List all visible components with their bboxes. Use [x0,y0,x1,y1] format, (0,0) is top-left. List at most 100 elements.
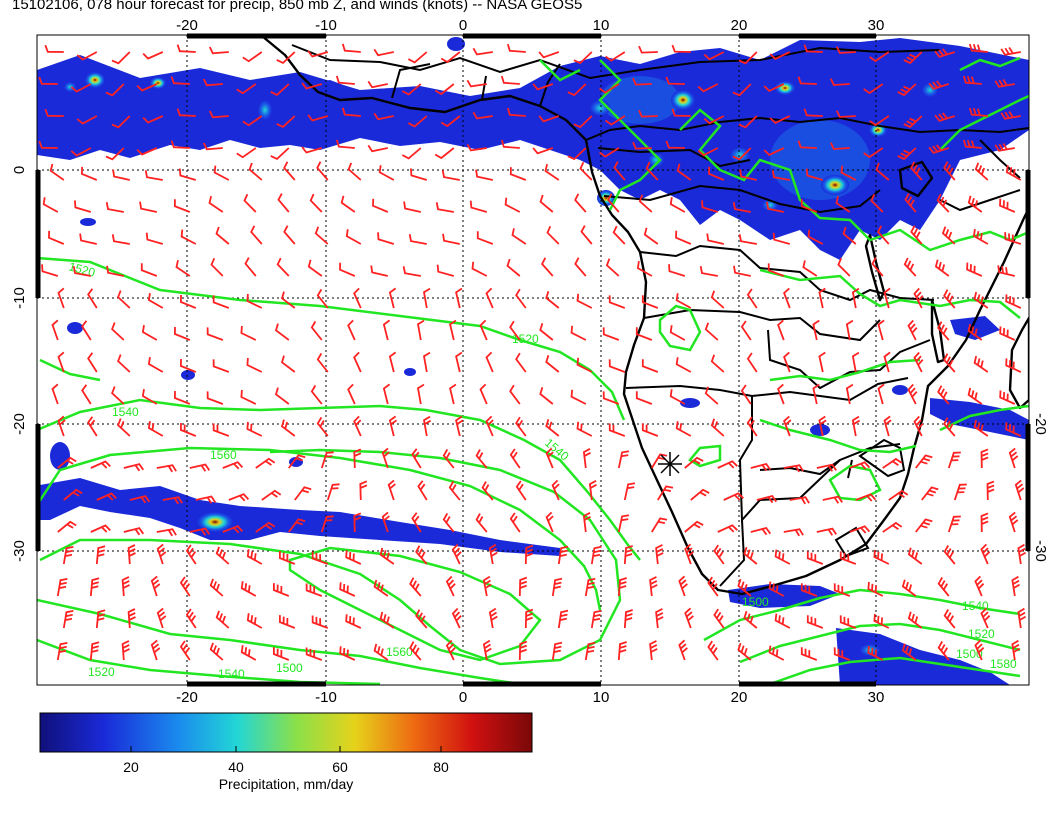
wind-barb [112,169,130,181]
wind-barb [717,524,738,533]
wind-barb [51,319,59,341]
wind-barb [44,44,64,53]
precip-eastafrica [950,316,1000,340]
wind-barb [382,383,391,405]
wind-barb [485,287,494,309]
precip-cell [150,77,166,89]
wind-barb [121,576,130,597]
lon-tick-label: 30 [868,689,885,706]
wind-barb [276,115,296,128]
wind-barb [636,260,653,277]
wind-barb [1004,232,1022,245]
wind-barb [943,289,956,309]
wind-barb [202,142,223,151]
wind-barb [377,232,395,245]
wind-barb [288,454,306,469]
wind-barb [941,226,956,245]
wind-barb [699,266,718,277]
precip-cell [922,83,938,97]
wind-barb [768,645,785,661]
wind-barb [783,528,804,537]
wind-barb [145,232,164,245]
wind-barb [649,576,658,597]
wind-barb [943,417,956,437]
wind-barb [913,351,924,373]
wind-barb [684,543,694,565]
wind-barb [816,527,837,536]
wind-barb [967,387,983,405]
wind-barb [973,291,989,309]
map-title: 15102106, 078 hour forecast for precip, … [12,0,583,13]
wind-barb [236,147,257,159]
lon-labels-top: -20 -10 0 10 20 30 [176,17,884,34]
wind-barb [95,545,106,565]
wind-barb [504,197,521,213]
wind-barb [934,48,956,58]
wind-barb [255,521,276,533]
precip-southeast [836,628,1010,685]
wind-barb [910,225,923,245]
wind-barb [582,448,591,469]
wind-barb [87,352,98,373]
contour-label: 1500 [742,595,769,609]
wind-barb [455,415,464,437]
wind-barb [1000,111,1021,120]
wind-barb [111,386,125,405]
wind-barb [215,610,230,629]
precip-blob [892,385,908,395]
wind-barb [697,83,719,93]
precip-cell [775,81,795,95]
wind-barb [638,109,658,118]
wind-barb [1008,511,1019,533]
wind-barb [877,383,885,405]
wind-barb [835,46,856,54]
wind-barb [451,543,462,565]
lon-tick-label: 20 [731,17,748,34]
wind-barb [1017,607,1027,629]
wind-barb [934,112,956,122]
wind-barb [818,287,826,309]
wind-barb [280,419,296,437]
wind-barb [388,415,398,437]
wind-barb [482,639,492,661]
wind-barb [746,352,758,373]
wind-barb [410,168,428,181]
wind-barb [605,115,626,126]
wind-barb [947,515,961,533]
wind-barb [170,140,190,149]
wind-barb [980,607,991,629]
lon-tick-label: 10 [593,17,610,34]
wind-barb [347,383,356,405]
wind-barb [608,295,626,309]
wind-barb [436,264,455,277]
wind-barb [208,46,229,55]
wind-barb [222,461,244,470]
wind-barb [797,140,817,149]
contour-label: 1520 [67,259,97,280]
wind-barb [423,287,431,309]
wind-barb [1014,479,1025,501]
wind-barb [968,107,988,117]
wind-barb [545,447,554,469]
coastlines [261,35,1029,596]
wind-barb [766,201,784,213]
wind-barb [74,200,92,213]
contour-label: 1520 [88,665,115,679]
wind-barb [347,162,362,181]
wind-barb [812,319,820,341]
wind-barb [42,197,59,213]
wind-barb [411,512,422,533]
wind-barb [835,110,856,118]
wind-barb [855,493,877,502]
wind-barb [645,161,659,181]
madagascar [1008,316,1029,410]
wind-barb [270,83,290,96]
wind-barb [739,169,758,181]
wind-barb [509,512,521,533]
wind-barb [381,447,390,469]
wind-barb [710,354,725,373]
wind-barb [789,496,810,505]
wind-barb [417,383,425,405]
wind-barb [411,448,422,469]
wind-barb [471,261,488,277]
